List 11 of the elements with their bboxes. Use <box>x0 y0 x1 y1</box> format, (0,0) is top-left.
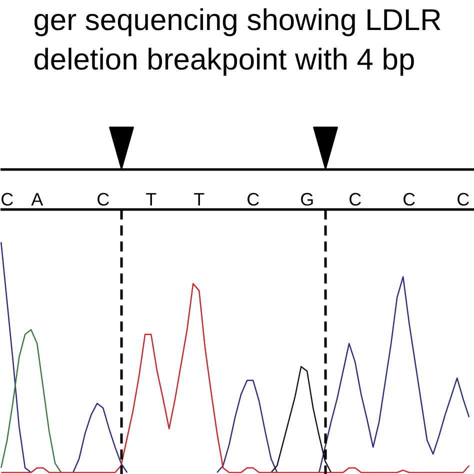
x-tick-label: C <box>96 190 110 210</box>
x-tick-label: C <box>246 190 260 210</box>
x-tick-label: C <box>0 190 14 210</box>
x-tick-label: G <box>300 190 314 210</box>
x-tick-label: C <box>456 190 470 210</box>
x-tick-label: T <box>146 190 157 210</box>
x-tick-label: A <box>31 190 44 210</box>
x-tick-label: T <box>194 190 205 210</box>
x-tick-label: C <box>348 190 362 210</box>
x-tick-label: C <box>402 190 416 210</box>
chart-title: ger sequencing showing LDLR deletion breakpoint with 4 bp <box>33 4 442 76</box>
